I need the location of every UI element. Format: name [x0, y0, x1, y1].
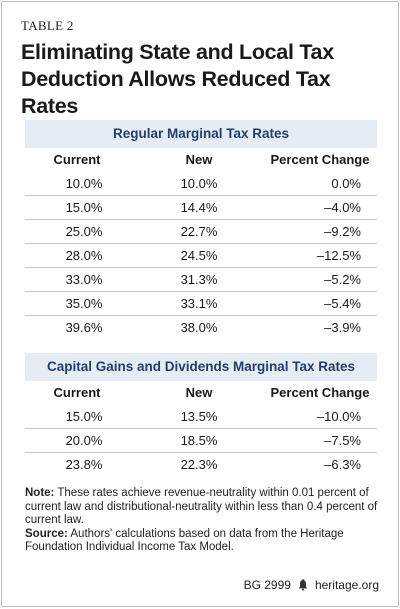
column-header-percent-change: Percent Change: [270, 385, 370, 400]
source-label: Source:: [25, 527, 68, 540]
cell-new: 31.3%: [180, 272, 218, 287]
cell-percent-change: –3.9%: [324, 320, 361, 335]
regular-rates-section: Regular Marginal Tax Rates Current New P…: [25, 120, 377, 339]
cell-current: 15.0%: [65, 200, 103, 215]
table-row: 25.0% 22.7% –9.2%: [25, 220, 377, 244]
cell-new: 24.5%: [180, 248, 218, 263]
cell-percent-change: –7.5%: [324, 433, 361, 448]
table-row: 15.0% 13.5% –10.0%: [25, 405, 377, 429]
table-row: 35.0% 33.1% –5.4%: [25, 292, 377, 316]
note-paragraph: Note: These rates achieve revenue-neutra…: [25, 487, 381, 528]
capital-gains-section: Capital Gains and Dividends Marginal Tax…: [25, 353, 377, 476]
cell-percent-change: –12.5%: [316, 248, 361, 263]
cell-current: 39.6%: [65, 320, 103, 335]
table-row: 33.0% 31.3% –5.2%: [25, 268, 377, 292]
cell-percent-change: –9.2%: [324, 224, 361, 239]
cell-current: 28.0%: [65, 248, 103, 263]
source-paragraph: Source: Authors' calculations based on d…: [25, 528, 381, 555]
section-heading: Regular Marginal Tax Rates: [25, 120, 377, 148]
column-header-new: New: [185, 385, 213, 400]
notes-block: Note: These rates achieve revenue-neutra…: [25, 487, 381, 555]
source-text: Authors' calculations based on data from…: [25, 527, 344, 554]
cell-percent-change: –10.0%: [316, 409, 361, 424]
column-header-current: Current: [53, 385, 101, 400]
cell-percent-change: –5.2%: [324, 272, 361, 287]
cell-new: 18.5%: [180, 433, 218, 448]
table-row: 23.8% 22.3% –6.3%: [25, 453, 377, 476]
cell-new: 22.3%: [180, 457, 218, 472]
cell-new: 22.7%: [180, 224, 218, 239]
cell-new: 10.0%: [180, 176, 218, 191]
cell-current: 35.0%: [65, 296, 103, 311]
column-header-percent-change: Percent Change: [270, 152, 370, 167]
cell-current: 15.0%: [65, 409, 103, 424]
column-headers: Current New Percent Change: [25, 148, 377, 172]
table-row: 15.0% 14.4% –4.0%: [25, 196, 377, 220]
table-label: TABLE 2: [21, 18, 74, 33]
table-row: 28.0% 24.5% –12.5%: [25, 244, 377, 268]
cell-percent-change: –5.4%: [324, 296, 361, 311]
footer: BG 2999 heritage.org: [244, 578, 379, 592]
site-name[interactable]: heritage.org: [314, 578, 379, 592]
table-row: 10.0% 10.0% 0.0%: [25, 172, 377, 196]
cell-percent-change: 0.0%: [331, 176, 361, 191]
cell-current: 20.0%: [65, 433, 103, 448]
page-title: Eliminating State and Local Tax Deductio…: [21, 40, 334, 118]
cell-new: 13.5%: [180, 409, 218, 424]
cell-current: 33.0%: [65, 272, 103, 287]
cell-percent-change: –6.3%: [324, 457, 361, 472]
note-label: Note:: [25, 487, 55, 499]
column-headers: Current New Percent Change: [25, 381, 377, 405]
cell-new: 33.1%: [180, 296, 218, 311]
column-header-new: New: [185, 152, 213, 167]
cell-current: 23.8%: [65, 457, 103, 472]
cell-new: 38.0%: [180, 320, 218, 335]
column-header-current: Current: [53, 152, 101, 167]
section-heading: Capital Gains and Dividends Marginal Tax…: [25, 353, 377, 381]
table-row: 20.0% 18.5% –7.5%: [25, 429, 377, 453]
cell-new: 14.4%: [180, 200, 218, 215]
cell-current: 10.0%: [65, 176, 103, 191]
report-id: BG 2999: [243, 578, 291, 592]
note-text: These rates achieve revenue-neutrality w…: [25, 487, 378, 527]
liberty-bell-icon: [297, 579, 309, 591]
cell-current: 25.0%: [65, 224, 103, 239]
table-row: 39.6% 38.0% –3.9%: [25, 316, 377, 339]
cell-percent-change: –4.0%: [324, 200, 361, 215]
